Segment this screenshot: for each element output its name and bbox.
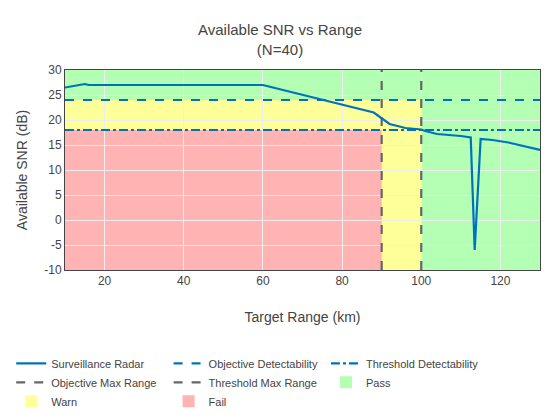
svg-text:Threshold Detectability: Threshold Detectability — [366, 358, 478, 370]
svg-text:15: 15 — [48, 138, 62, 152]
svg-text:30: 30 — [48, 63, 62, 77]
svg-text:Available SNR (dB): Available SNR (dB) — [14, 110, 30, 230]
svg-text:40: 40 — [177, 274, 191, 288]
svg-text:25: 25 — [48, 88, 62, 102]
svg-text:Surveillance Radar: Surveillance Radar — [51, 358, 144, 370]
svg-text:-10: -10 — [44, 263, 62, 277]
svg-text:120: 120 — [490, 274, 510, 288]
svg-text:Warn: Warn — [51, 396, 77, 408]
svg-text:20: 20 — [48, 113, 62, 127]
svg-text:Objective Detectability: Objective Detectability — [209, 358, 318, 370]
svg-text:Target Range (km): Target Range (km) — [245, 309, 361, 325]
svg-text:10: 10 — [48, 163, 62, 177]
svg-text:Objective Max Range: Objective Max Range — [51, 377, 156, 389]
svg-text:80: 80 — [335, 274, 349, 288]
svg-text:5: 5 — [55, 188, 62, 202]
svg-text:0: 0 — [55, 213, 62, 227]
svg-text:-5: -5 — [51, 238, 62, 252]
svg-text:60: 60 — [256, 274, 270, 288]
svg-text:Threshold Max Range: Threshold Max Range — [209, 377, 317, 389]
svg-text:Pass: Pass — [366, 377, 391, 389]
svg-text:20: 20 — [98, 274, 112, 288]
svg-text:Available SNR vs Range(N=40): Available SNR vs Range(N=40) — [198, 21, 362, 58]
svg-text:Fail: Fail — [209, 396, 227, 408]
svg-text:100: 100 — [411, 274, 431, 288]
